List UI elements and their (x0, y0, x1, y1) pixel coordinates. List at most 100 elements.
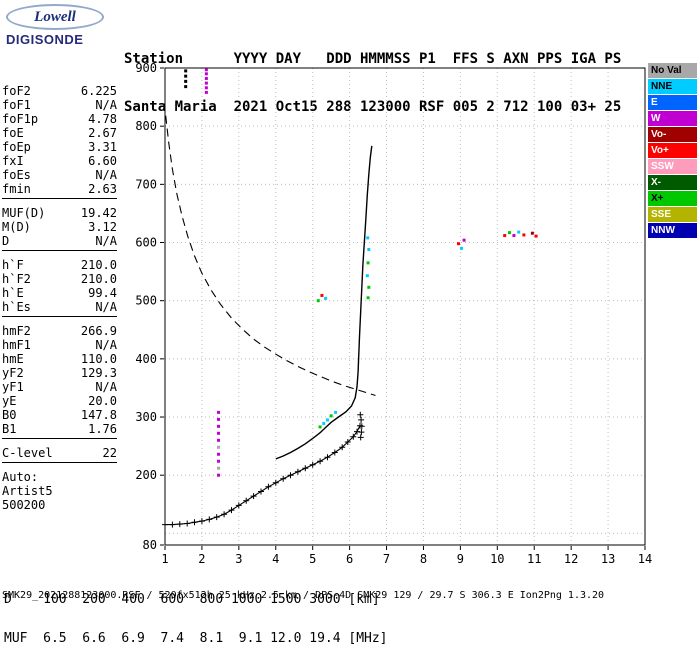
param-value: 99.4 (88, 286, 117, 300)
param-label: fmin (2, 182, 31, 196)
param-value: 20.0 (88, 394, 117, 408)
echo-direction-legend: No Val NNE E W Vo- Vo+ SSW X- X+ SSE NNW (648, 63, 697, 239)
x-axis-tick-label: 3 (235, 552, 242, 566)
echo-point (217, 459, 221, 463)
param-value: 6.60 (88, 154, 117, 168)
param-value: 2.63 (88, 182, 117, 196)
param-value: 266.9 (80, 324, 117, 338)
echo-point (204, 68, 208, 72)
legend-item-no-val: No Val (648, 63, 697, 78)
param-label: D (2, 234, 10, 248)
param-row-yf2: yF2 129.3 (2, 366, 117, 380)
echo-point (459, 246, 463, 250)
x-axis-tick-label: 6 (346, 552, 353, 566)
param-label: yF1 (2, 380, 24, 394)
param-row-h-es: h`Es N/A (2, 300, 117, 314)
echo-point (217, 445, 221, 449)
param-footer-artist5: Artist5 (2, 484, 53, 498)
echo-trace-marker (331, 449, 338, 456)
y-axis-tick-label: 500 (135, 294, 157, 308)
status-line: SMK29_2021288123000.RSF / 520fx512h 25 k… (2, 590, 605, 601)
x-axis-tick-label: 8 (420, 552, 427, 566)
ionogram-app: { "logo": {"brand": "Lowell", "product":… (2, 4, 697, 645)
param-label: h`Es (2, 300, 31, 314)
param-row-hmf2: hmF2 266.9 (2, 324, 117, 338)
param-label: h`F2 (2, 272, 31, 286)
param-row-hmf1: hmF1 N/A (2, 338, 117, 352)
param-value: N/A (95, 98, 117, 112)
echo-trace-marker (162, 521, 168, 528)
echo-trace (165, 425, 361, 526)
param-footer-500200: 500200 (2, 498, 46, 512)
legend-item-vo-plus: Vo+ (648, 143, 697, 158)
param-label: hmE (2, 352, 24, 366)
param-label: foE (2, 126, 24, 140)
param-group: MUF(D) 19.42 M(D) 3.12 D N/A (2, 206, 117, 251)
param-label: B1 (2, 422, 17, 436)
legend-item-nnw: NNW (648, 223, 697, 238)
param-value: 22 (102, 446, 117, 460)
echo-point (462, 238, 466, 242)
echo-trace-marker (265, 483, 272, 490)
param-row-foe: foE 2.67 (2, 126, 117, 140)
profile-curve (275, 145, 373, 460)
legend-item-x-minus: X- (648, 175, 697, 190)
legend-item-x-plus: X+ (648, 191, 697, 206)
param-label: fxI (2, 154, 24, 168)
echo-point (366, 296, 370, 300)
echo-point (204, 90, 208, 94)
echo-point (204, 72, 208, 76)
echo-point (184, 85, 188, 89)
echo-point (184, 74, 188, 78)
param-label: h`F (2, 258, 24, 272)
echo-trace-end-spread-marker (358, 416, 365, 423)
echo-trace-marker (176, 521, 183, 528)
param-label: M(D) (2, 220, 31, 234)
param-label: yF2 (2, 366, 24, 380)
echo-point (217, 452, 221, 456)
x-axis-tick-label: 12 (564, 552, 578, 566)
param-value: N/A (95, 168, 117, 182)
param-value: 3.31 (88, 140, 117, 154)
echo-trace-marker (169, 521, 176, 528)
param-footer-auto-: Auto: (2, 470, 39, 484)
echo-trace-marker (280, 475, 287, 482)
param-label: foF2 (2, 84, 31, 98)
echo-trace-end-spread-marker (358, 429, 365, 436)
param-row-muf-d-: MUF(D) 19.42 (2, 206, 117, 220)
param-row-hme: hmE 110.0 (2, 352, 117, 366)
param-group: hmF2 266.9 hmF1 N/A hmE 110.0 yF2 129.3 yF1 N/A yE… (2, 324, 117, 439)
echo-trace-marker (228, 507, 235, 514)
echo-point (217, 438, 221, 442)
param-row-b0: B0 147.8 (2, 408, 117, 422)
param-value: 210.0 (80, 258, 117, 272)
echo-trace-end-spread-marker (357, 411, 364, 418)
y-axis-tick-label: 400 (135, 352, 157, 366)
echo-trace-marker (272, 479, 279, 486)
dmuf-muf-row: MUF 6.5 6.6 6.9 7.4 8.1 9.1 12.0 19.4 [M… (4, 631, 388, 646)
param-label: foEs (2, 168, 31, 182)
echo-point (367, 247, 371, 251)
echo-point (366, 261, 370, 265)
echo-point (318, 425, 322, 429)
param-value: 4.78 (88, 112, 117, 126)
param-row-foep: foEp 3.31 (2, 140, 117, 154)
param-row-fmin: fmin 2.63 (2, 182, 117, 196)
x-axis-tick-label: 2 (198, 552, 205, 566)
echo-trace-marker (250, 493, 257, 500)
echo-point (366, 236, 370, 240)
legend-item-nne: NNE (648, 79, 697, 94)
param-value: 210.0 (80, 272, 117, 286)
echo-trace-marker (302, 465, 309, 472)
echo-trace-marker (198, 518, 205, 525)
x-axis-tick-label: 4 (272, 552, 279, 566)
echo-point (217, 424, 221, 428)
parameter-groups: foF2 6.225 foF1 N/A foF1p 4.78 foE 2.67 foEp 3.31… (2, 84, 117, 512)
echo-point (322, 421, 326, 425)
y-axis-tick-label: 900 (135, 61, 157, 75)
plot-frame (164, 67, 646, 546)
param-value: 147.8 (80, 408, 117, 422)
x-axis-tick-label: 7 (383, 552, 390, 566)
param-row-h-f2: h`F2 210.0 (2, 272, 117, 286)
